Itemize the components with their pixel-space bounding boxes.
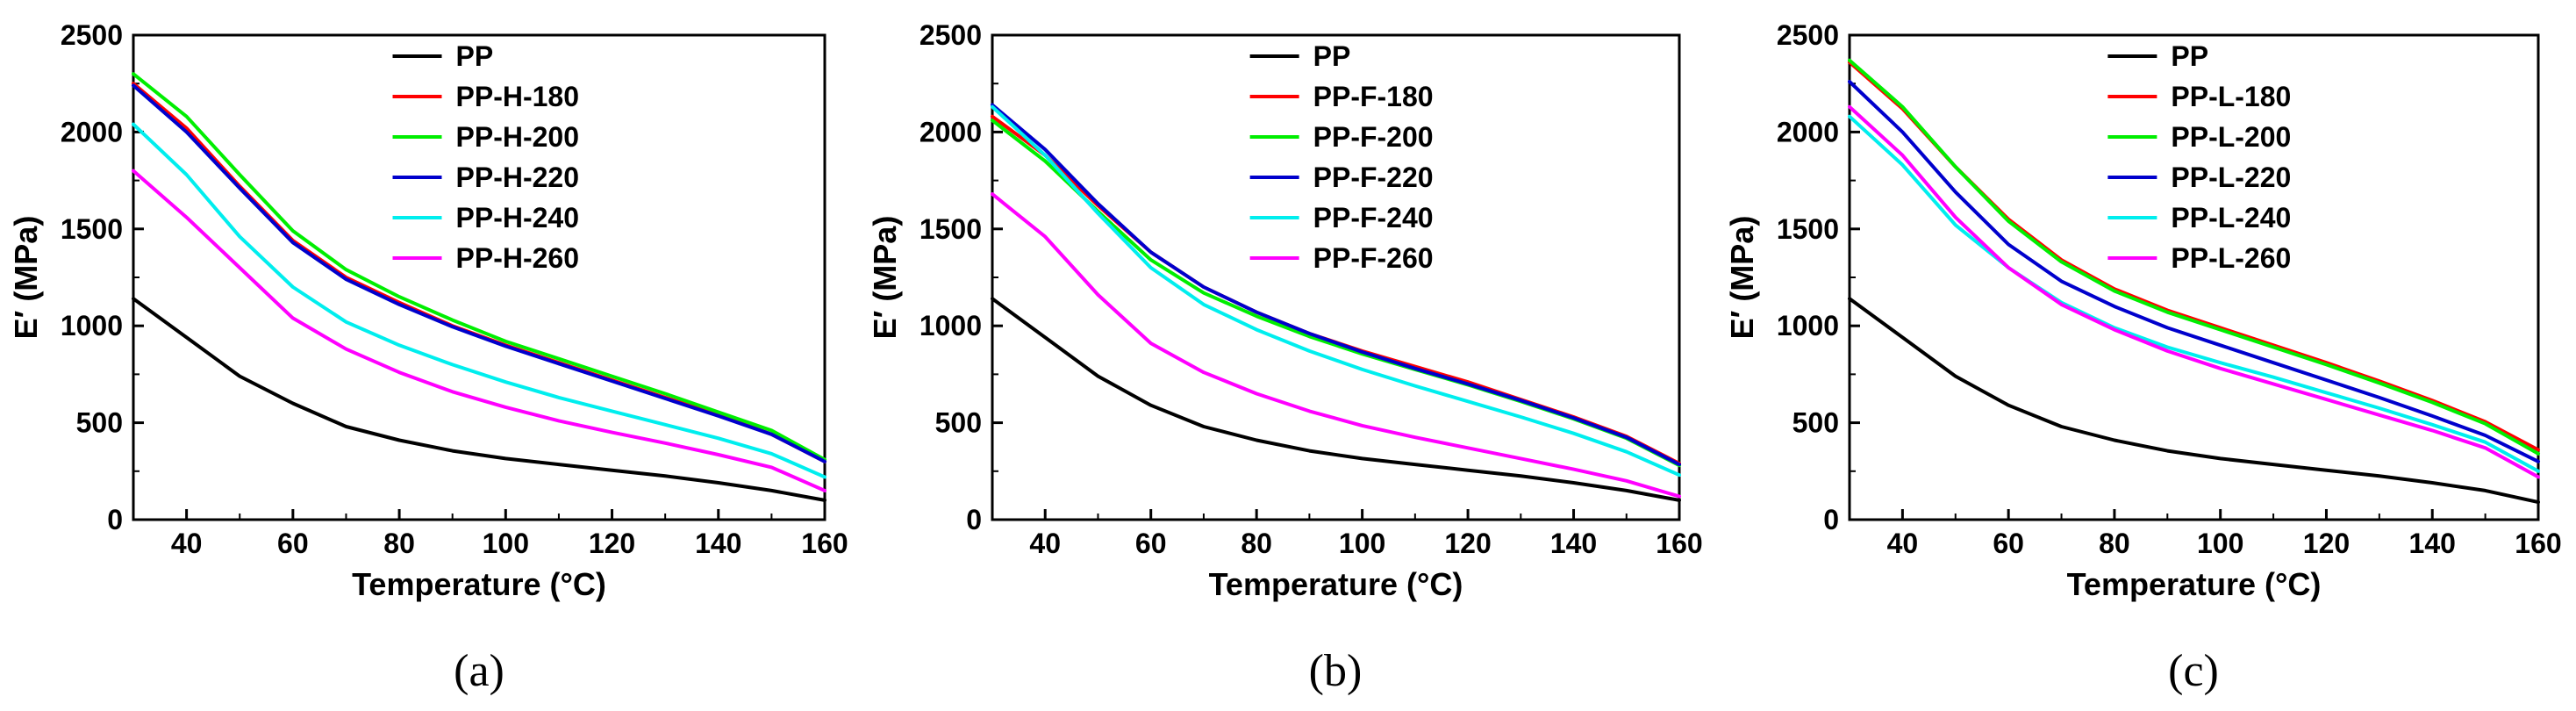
x-axis-title: Temperature (°C): [1209, 566, 1463, 602]
x-tick-label: 160: [801, 528, 848, 559]
chart-panel-1: 0 500 1000 1500 2000 2500 40 60 80 100 120 140 160 Te…: [867, 19, 1703, 696]
x-tick-label: 100: [483, 528, 529, 559]
y-tick-label: 1500: [919, 213, 982, 245]
panel-label: (b): [1309, 646, 1363, 696]
x-tick-label: 120: [2303, 528, 2350, 559]
y-tick-label: 500: [76, 407, 123, 439]
legend-label: PP-F-180: [1313, 81, 1434, 112]
legend-label: PP-L-220: [2171, 162, 2291, 193]
series-line-pp-f-220: [991, 103, 1681, 467]
y-tick-label: 1000: [61, 310, 123, 341]
legend-label: PP: [1313, 40, 1351, 72]
chart-panel-2: 0 500 1000 1500 2000 2500 40 60 80 100 120 140 160 Te…: [1724, 19, 2562, 696]
series-line-pp-l-240: [1848, 114, 2540, 473]
x-tick-label: 160: [2515, 528, 2561, 559]
y-tick-label: 0: [966, 504, 982, 535]
legend-label: PP-L-180: [2171, 81, 2291, 112]
x-tick-label: 100: [1339, 528, 1385, 559]
y-axis-title: E′ (MPa): [1724, 216, 1760, 340]
series-line-pp-h-220: [132, 83, 826, 463]
series-line-pp-f-240: [991, 104, 1681, 478]
x-tick-label: 140: [695, 528, 741, 559]
series-line-pp-l-260: [1848, 104, 2540, 479]
chart-panel-0: 0 500 1000 1500 2000 2500 40 60 80 100 120 140 160 Te…: [8, 19, 848, 696]
legend-label: PP-F-220: [1313, 162, 1434, 193]
legend-label: PP-H-240: [456, 202, 580, 233]
x-tick-label: 100: [2197, 528, 2243, 559]
x-tick-label: 120: [1444, 528, 1491, 559]
y-tick-label: 500: [1792, 407, 1839, 439]
series-line-pp-f-260: [991, 192, 1681, 499]
legend-label: PP: [456, 40, 494, 72]
x-tick-label: 140: [1550, 528, 1597, 559]
x-tick-label: 80: [2099, 528, 2130, 559]
legend-label: PP-H-220: [456, 162, 580, 193]
legend-label: PP-F-260: [1313, 242, 1434, 274]
y-tick-label: 2500: [919, 19, 982, 51]
x-tick-label: 140: [2409, 528, 2456, 559]
y-tick-label: 2500: [61, 19, 123, 51]
x-tick-label: 40: [1029, 528, 1061, 559]
y-tick-label: 0: [107, 504, 123, 535]
y-tick-label: 2500: [1777, 19, 1839, 51]
y-tick-label: 0: [1823, 504, 1839, 535]
y-tick-label: 2000: [61, 116, 123, 147]
series-line-pp-l-220: [1848, 80, 2540, 463]
legend-label: PP: [2171, 40, 2208, 72]
panel-label: (c): [2168, 646, 2219, 696]
series-line-pp: [1848, 297, 2540, 505]
x-tick-label: 40: [171, 528, 203, 559]
y-tick-label: 500: [935, 407, 982, 439]
legend-label: PP-L-260: [2171, 242, 2291, 274]
y-axis-title: E′ (MPa): [8, 216, 44, 340]
legend-label: PP-L-200: [2171, 121, 2291, 153]
panel-label: (a): [454, 646, 504, 696]
y-tick-label: 1500: [61, 213, 123, 245]
x-axis-title: Temperature (°C): [352, 566, 606, 602]
y-tick-label: 1000: [919, 310, 982, 341]
y-tick-label: 1500: [1777, 213, 1839, 245]
x-tick-label: 60: [277, 528, 309, 559]
x-tick-label: 40: [1887, 528, 1919, 559]
series-line-pp-l-200: [1848, 58, 2540, 456]
legend-label: PP-H-260: [456, 242, 580, 274]
series-line-pp-h-260: [132, 169, 826, 492]
legend-label: PP-L-240: [2171, 202, 2291, 233]
x-tick-label: 160: [1656, 528, 1702, 559]
x-axis-title: Temperature (°C): [2067, 566, 2322, 602]
legend-label: PP-F-200: [1313, 121, 1434, 153]
x-tick-label: 120: [589, 528, 635, 559]
series-line-pp: [991, 297, 1681, 502]
y-tick-label: 1000: [1777, 310, 1839, 341]
series-line-pp: [132, 297, 826, 502]
x-tick-label: 80: [383, 528, 415, 559]
x-tick-label: 60: [1135, 528, 1167, 559]
legend-label: PP-H-180: [456, 81, 580, 112]
legend-label: PP-H-200: [456, 121, 580, 153]
x-tick-label: 60: [1993, 528, 2024, 559]
series-line-pp-h-200: [132, 72, 826, 462]
y-tick-label: 2000: [919, 116, 982, 147]
y-axis-title: E′ (MPa): [867, 216, 903, 340]
x-tick-label: 80: [1241, 528, 1272, 559]
legend-label: PP-F-240: [1313, 202, 1434, 233]
y-tick-label: 2000: [1777, 116, 1839, 147]
series-line-pp-h-240: [132, 122, 826, 479]
